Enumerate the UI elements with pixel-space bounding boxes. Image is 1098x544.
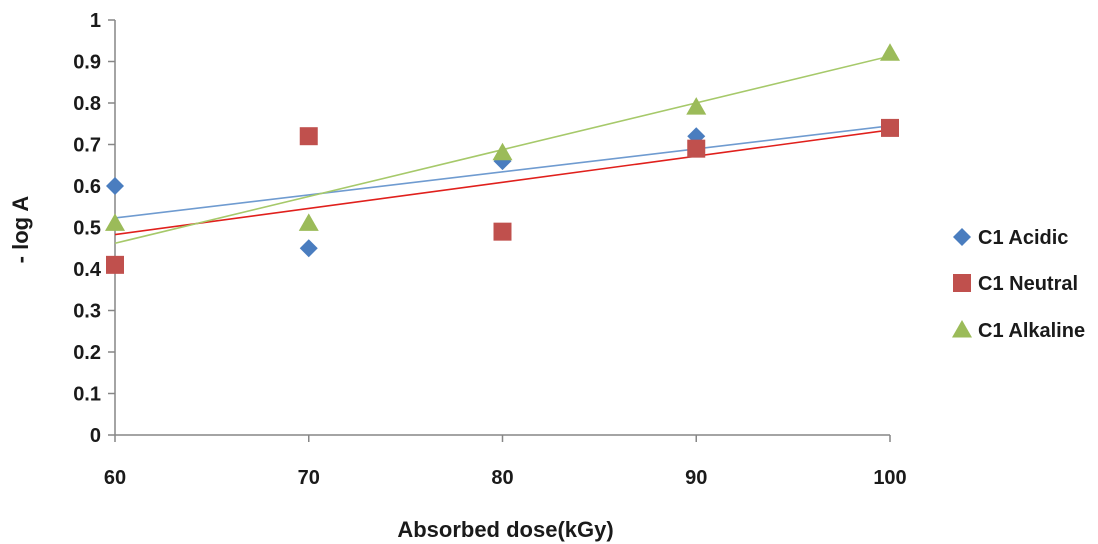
data-point-c1-alkaline	[105, 213, 125, 231]
x-tick-label: 70	[298, 467, 320, 489]
y-tick-label: 0.1	[73, 384, 101, 406]
y-tick-label: 0.4	[73, 259, 102, 281]
trendline-c1-acidic	[114, 125, 891, 219]
legend-marker-c1-acidic	[953, 228, 971, 246]
data-point-c1-neutral	[687, 139, 706, 158]
x-tick-label: 90	[685, 467, 707, 489]
data-point-c1-alkaline	[880, 43, 900, 61]
x-tick-label: 100	[873, 467, 906, 489]
legend-label-c1-acidic: C1 Acidic	[978, 227, 1068, 249]
data-point-c1-neutral	[493, 222, 512, 241]
data-point-c1-neutral	[299, 127, 318, 146]
y-tick-label: 0	[90, 425, 101, 447]
data-point-c1-alkaline	[492, 142, 513, 161]
data-point-c1-acidic	[106, 177, 124, 195]
data-point-c1-acidic	[299, 239, 318, 258]
data-point-c1-alkaline	[298, 213, 319, 231]
legend-label-c1-neutral: C1 Neutral	[978, 273, 1078, 295]
x-tick-label: 80	[491, 467, 513, 489]
y-tick-label: 0.7	[73, 135, 101, 157]
y-tick-label: 0.5	[73, 218, 101, 240]
axes: 0 0.1 0.2 0.3 0.4 0.5 0.6 0.7 0.8 0.9 1 60 70 80 90 100	[73, 10, 907, 489]
legend: C1 Acidic C1 Neutral C1 Alkaline	[952, 227, 1085, 342]
legend-marker-c1-neutral	[953, 274, 971, 292]
x-tick-label: 60	[104, 467, 126, 489]
y-tick-label: 0.2	[73, 342, 101, 364]
y-tick-label: 0.9	[73, 52, 101, 74]
x-axis-title: Absorbed dose(kGy)	[397, 517, 613, 542]
y-tick-label: 0.8	[73, 93, 101, 115]
data-point-c1-neutral	[881, 118, 899, 137]
legend-marker-c1-alkaline	[952, 320, 972, 338]
data-point-c1-alkaline	[686, 97, 707, 115]
y-tick-label: 1	[90, 10, 101, 32]
y-tick-label: 0.6	[73, 176, 101, 198]
y-axis-title: - log A	[8, 196, 33, 264]
legend-label-c1-alkaline: C1 Alkaline	[978, 320, 1085, 342]
data-points	[105, 43, 900, 274]
y-tick-label: 0.3	[73, 301, 101, 323]
data-point-c1-neutral	[106, 255, 124, 274]
trendline-c1-neutral	[114, 129, 891, 236]
